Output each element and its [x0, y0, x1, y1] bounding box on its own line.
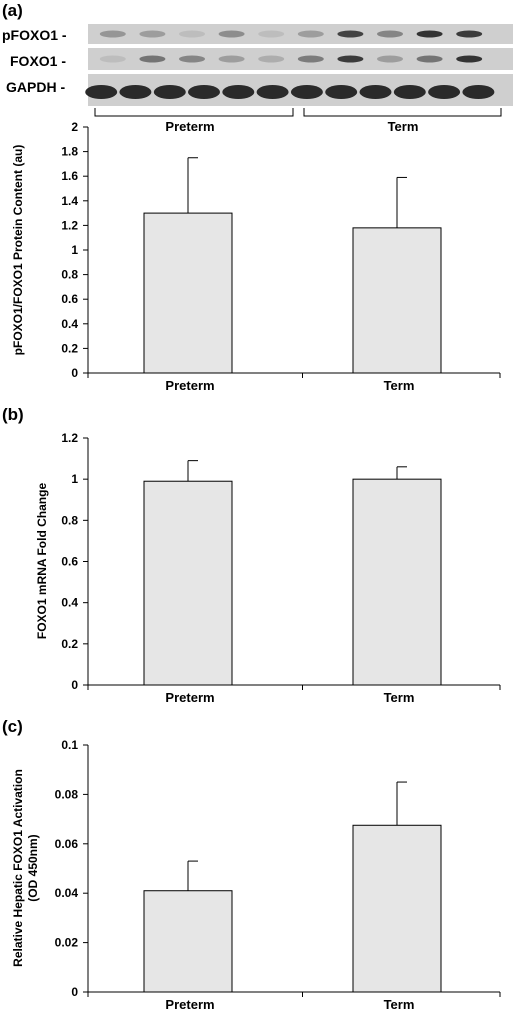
blot-band [325, 85, 358, 99]
blot-band [456, 55, 483, 63]
blot-band [297, 30, 324, 38]
blot-band [258, 30, 285, 38]
blot-band [462, 85, 495, 99]
western-blot-panel: (a) pFOXO1 - FOXO1 - GAPDH - Preterm Ter… [2, 1, 513, 134]
y-axis-title: Relative Hepatic FOXO1 Activation [11, 769, 25, 967]
blot-strip-0 [88, 24, 513, 44]
y-tick-label: 1.2 [61, 431, 78, 445]
blot-label-gapdh: GAPDH - [6, 79, 65, 95]
blot-band [99, 30, 126, 38]
blot-band [218, 55, 245, 63]
y-tick-label: 1 [71, 472, 78, 486]
blot-label-pfoxo1: pFOXO1 - [2, 27, 67, 43]
blot-band [222, 85, 255, 99]
blot-band [416, 30, 443, 38]
y-tick-label: 1 [71, 243, 78, 257]
y-axis-title: FOXO1 mRNA Fold Change [35, 483, 49, 640]
blot-band [456, 30, 483, 38]
term-bracket [303, 108, 502, 117]
preterm-bracket [94, 108, 294, 117]
x-tick-label: Term [384, 690, 415, 705]
blot-band [377, 55, 403, 63]
x-tick-label: Term [384, 997, 415, 1012]
y-tick-label: 1.6 [61, 169, 78, 183]
chart-protein-content: 0 0.2 0.4 0.6 0.8 1 1.2 1.4 1.6 1.8 2 Preterm Term pF… [11, 120, 501, 393]
blot-band [290, 85, 323, 99]
bar-term [352, 478, 442, 686]
blot-label-foxo1: FOXO1 - [10, 53, 66, 69]
y-tick-label: 0.2 [61, 637, 78, 651]
chart-mrna-fold-change: (b) 0 0.2 0.4 0.6 0.8 1 1.2 Preterm Term FOXO1 mRN… [2, 405, 501, 705]
x-tick-label: Preterm [165, 378, 214, 393]
blot-band [179, 55, 205, 63]
y-tick-label: 0.06 [55, 837, 79, 851]
y-tick-label: 0 [71, 985, 78, 999]
blot-band [153, 85, 186, 99]
blot-band [297, 55, 324, 63]
y-axis-title: pFOXO1/FOXO1 Protein Content (au) [11, 145, 25, 356]
y-tick-label: 0.02 [55, 936, 79, 950]
y-tick-label: 0.4 [61, 596, 78, 610]
blot-band [377, 30, 403, 38]
y-tick-label: 2 [71, 120, 78, 134]
y-tick-label: 0.08 [55, 787, 79, 801]
blot-strips [85, 24, 513, 106]
blot-band [359, 85, 392, 99]
y-tick-label: 1.8 [61, 145, 78, 159]
blot-group-term: Term [388, 119, 419, 134]
bar-preterm [143, 890, 233, 993]
blot-group-preterm: Preterm [165, 119, 214, 134]
y-tick-label: 0.8 [61, 268, 78, 282]
chart-foxo1-activation: (c) 0 0.02 0.04 0.06 0.08 0.1 Preterm Term Relati… [2, 717, 501, 1012]
y-tick-label: 0.6 [61, 555, 78, 569]
panel-letter: (b) [2, 405, 24, 424]
y-tick-label: 0.04 [55, 886, 79, 900]
blot-band [337, 30, 364, 38]
x-tick-label: Preterm [165, 690, 214, 705]
y-tick-label: 0 [71, 678, 78, 692]
blot-band [179, 30, 205, 38]
blot-band [256, 85, 289, 99]
panel-letter-a: (a) [2, 1, 23, 20]
x-tick-label: Preterm [165, 997, 214, 1012]
blot-band [428, 85, 461, 99]
y-axis-title: (OD 450nm) [26, 834, 40, 901]
blot-band [258, 55, 285, 63]
bar-term [352, 824, 442, 993]
blot-band [119, 85, 152, 99]
y-tick-label: 0.6 [61, 292, 78, 306]
y-tick-label: 1.2 [61, 218, 78, 232]
blot-band [139, 30, 166, 38]
panel-letter: (c) [2, 717, 23, 736]
y-tick-label: 1.4 [61, 194, 78, 208]
blot-band [139, 55, 166, 63]
y-tick-label: 0.8 [61, 513, 78, 527]
blot-band [393, 85, 426, 99]
blot-band [416, 55, 443, 63]
y-tick-label: 0 [71, 366, 78, 380]
bar-term [352, 227, 442, 374]
y-tick-label: 0.4 [61, 317, 78, 331]
x-tick-label: Term [384, 378, 415, 393]
blot-band [85, 85, 118, 99]
blot-band [337, 55, 364, 63]
y-tick-label: 0.2 [61, 341, 78, 355]
blot-band [99, 55, 126, 63]
blot-band [218, 30, 245, 38]
bar-preterm [143, 480, 233, 686]
bar-preterm [143, 212, 233, 374]
blot-band [188, 85, 220, 99]
y-tick-label: 0.1 [61, 738, 78, 752]
